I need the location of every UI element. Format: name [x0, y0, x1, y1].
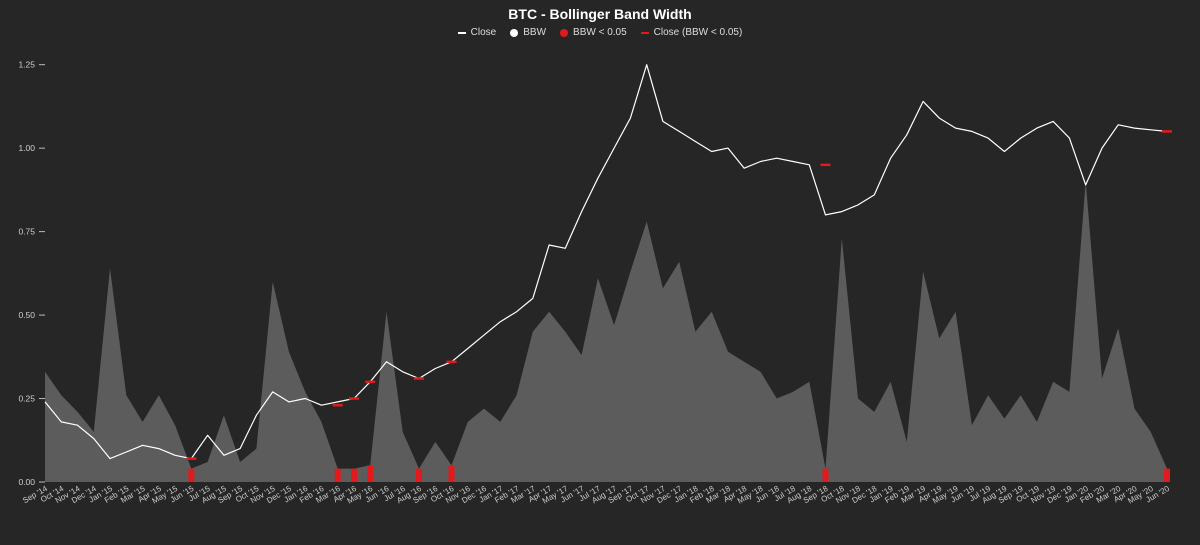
bbw-low-marker	[350, 468, 357, 482]
bbw-low-marker	[367, 465, 374, 482]
legend-label-close: Close	[470, 27, 497, 38]
legend-item-bbw[interactable]: BBW	[510, 27, 546, 38]
legend-item-close[interactable]: Close	[457, 27, 497, 38]
y-tick-label: 0.75	[18, 227, 35, 237]
legend-swatch-bbw	[510, 28, 519, 37]
legend-label-bbw: BBW	[523, 27, 547, 38]
bbw-area	[45, 181, 1167, 482]
bbw-low-marker	[416, 468, 422, 482]
y-axis: 0.00 0.25 0.50 0.75 1.00 1.25	[18, 60, 45, 487]
y-tick-label: 0.00	[18, 477, 35, 487]
legend-item-close-low[interactable]: Close (BBW < 0.05)	[640, 27, 743, 38]
y-tick-label: 1.00	[18, 143, 35, 153]
y-tick-label: 1.25	[18, 60, 35, 70]
bbw-low-marker	[334, 468, 341, 482]
bbw-low-marker	[448, 465, 455, 482]
bbw-low-marker	[188, 468, 195, 482]
bbw-low-marker	[1164, 468, 1170, 482]
legend-swatch-close	[457, 31, 466, 34]
close-low-layer	[186, 130, 1172, 460]
chart-title: BTC - Bollinger Band Width	[508, 6, 692, 22]
legend-swatch-close-low	[640, 31, 649, 34]
legend-label-close-low: Close (BBW < 0.05)	[653, 27, 743, 38]
bbw-area-layer	[45, 181, 1167, 482]
legend-item-bbw-low[interactable]: BBW < 0.05	[560, 27, 627, 38]
close-line-layer	[44, 64, 1168, 460]
y-tick-label: 0.50	[18, 310, 35, 320]
y-tick-label: 0.25	[18, 394, 35, 404]
close-line	[44, 64, 1168, 460]
bbw-low-marker	[822, 468, 829, 482]
legend-swatch-bbw-low	[560, 28, 569, 37]
bbw-low-layer	[188, 465, 1170, 482]
legend-label-bbw-low: BBW < 0.05	[573, 27, 627, 38]
chart-legend: Close BBW BBW < 0.05 Close (BBW < 0.05)	[0, 27, 1200, 38]
